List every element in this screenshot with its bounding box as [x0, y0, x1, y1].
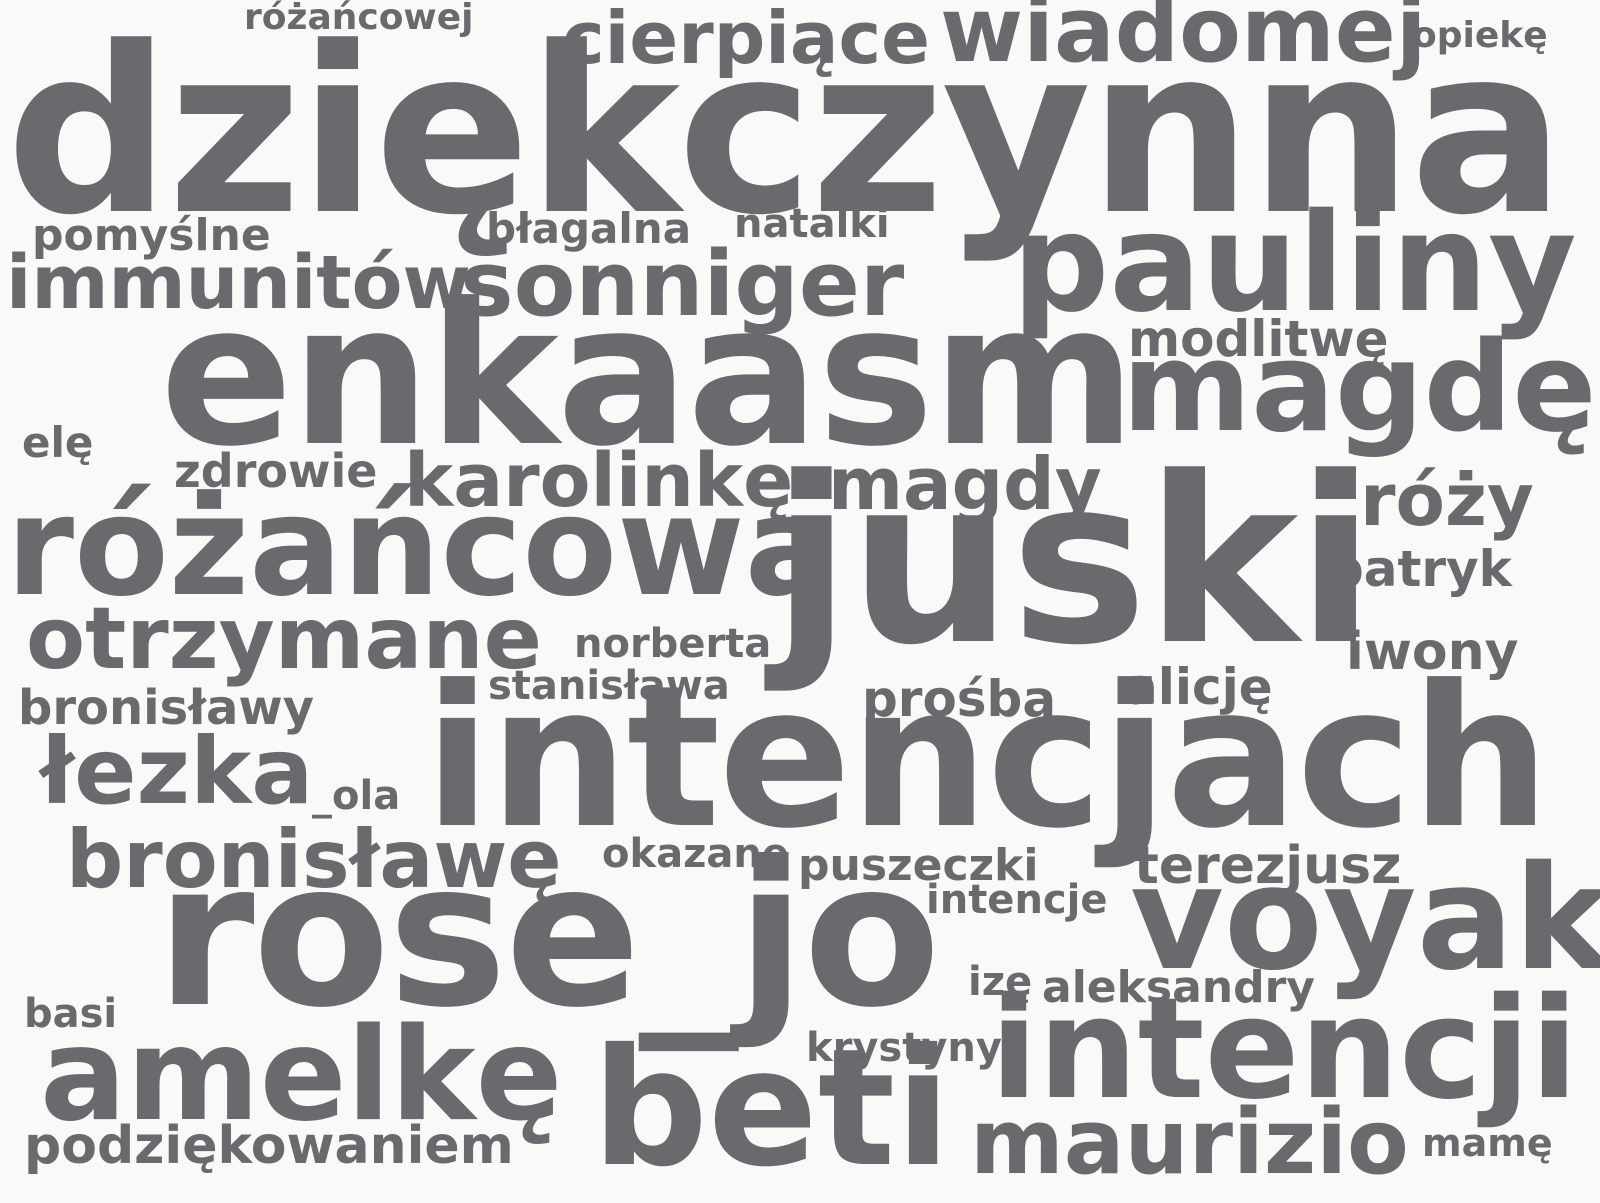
- word-ele: elę: [22, 418, 94, 467]
- word-norberta: norberta: [574, 621, 772, 667]
- word-intencjach: intencjach: [424, 644, 1550, 872]
- word-intencji: intencji: [990, 968, 1579, 1131]
- word-puszeczki: puszeczki: [798, 840, 1039, 891]
- word-krystyny: krystyny: [806, 1025, 1002, 1071]
- word-beti: beti: [592, 1015, 951, 1203]
- word-magdy: magdy: [828, 442, 1102, 526]
- word-rozancowej: różańcowej: [244, 0, 474, 38]
- word-ize: izę: [968, 959, 1033, 1005]
- word-voyak: voyak: [1130, 834, 1600, 1002]
- word-juski: juski: [772, 429, 1375, 696]
- word-otrzymane: otrzymane: [26, 589, 542, 689]
- word-cierpiace: cierpiące: [562, 0, 931, 80]
- word-zdrowie: zdrowie: [174, 444, 378, 498]
- word-ola: _ola: [312, 773, 401, 819]
- word-rozancowa: różańcowa: [6, 466, 838, 627]
- word-pauliny: pauliny: [1012, 185, 1577, 343]
- word-okazane: okazane: [602, 831, 789, 877]
- word-pomyslne: pomyślne: [32, 210, 271, 261]
- word-rose-jo: rose_jo: [156, 819, 941, 1052]
- word-opieke: opiekę: [1412, 15, 1548, 56]
- word-basi: basi: [24, 991, 118, 1037]
- word-patryk: patryk: [1328, 540, 1512, 598]
- word-magde: magdę: [1122, 316, 1597, 460]
- word-podziekowaniem: podziękowaniem: [24, 1116, 514, 1176]
- word-stanislawa: stanisława: [488, 663, 730, 709]
- word-prosba: prośbą: [862, 670, 1057, 728]
- word-blagalna: błagalna: [486, 204, 692, 253]
- word-intencje: intencje: [926, 877, 1108, 923]
- word-enkaasm: enkaasm: [160, 262, 1136, 490]
- word-bronislawy: bronisławy: [18, 680, 315, 736]
- word-maurizio: maurizio: [970, 1090, 1409, 1195]
- word-modlitwe: modlitwę: [1128, 310, 1389, 368]
- word-lezka: łezka: [40, 718, 314, 825]
- word-amelke: amelkę: [40, 1001, 563, 1150]
- word-immunitow: immunitów: [6, 240, 471, 326]
- word-bronislawe: bronisławę: [66, 813, 562, 906]
- word-karolinke: karolinkę: [404, 438, 794, 524]
- word-alicje: alicję: [1124, 658, 1273, 716]
- word-wiadomej: wiadomej: [940, 0, 1427, 83]
- word-rozy: róży: [1360, 458, 1534, 542]
- word-iwony: iwony: [1346, 622, 1519, 682]
- word-dziekczynna: dziękczynna: [6, 0, 1565, 266]
- word-aleksandry: aleksandry: [1042, 962, 1315, 1013]
- word-sonniger: sonniger: [460, 232, 905, 337]
- word-mame: mamę: [1422, 1121, 1553, 1165]
- word-natalki: natalki: [734, 201, 890, 247]
- word-terezjusz: terezjusz: [1134, 836, 1402, 896]
